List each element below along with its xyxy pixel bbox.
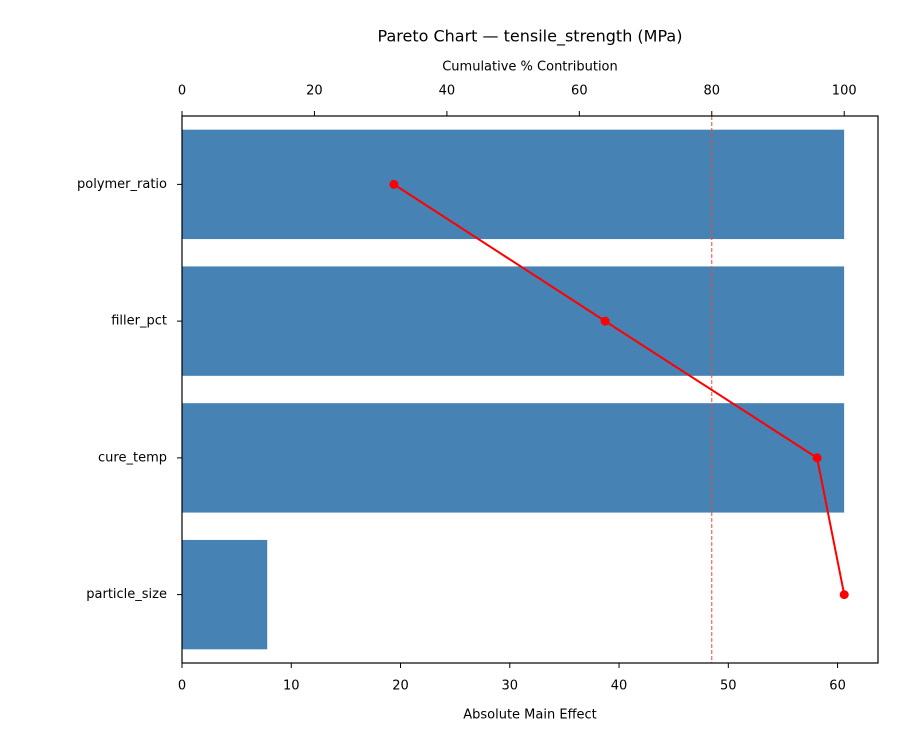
- x2-axis-label: Cumulative % Contribution: [442, 60, 618, 75]
- y-tick-label: cure_temp: [98, 450, 167, 465]
- x-axis-label: Absolute Main Effect: [463, 708, 597, 723]
- x-tick-label: 20: [392, 679, 409, 694]
- x2-tick-label: 80: [704, 84, 721, 99]
- cumulative-line: [393, 183, 846, 595]
- cumulative-point: [600, 316, 610, 326]
- x2-tick-label: 40: [439, 84, 456, 99]
- chart-title: Pareto Chart — tensile_strength (MPa): [378, 27, 683, 47]
- x-tick-label: 30: [502, 679, 519, 694]
- bar: [182, 539, 268, 650]
- x-tick-label: 40: [611, 679, 628, 694]
- x2-tick-label: 20: [306, 84, 323, 99]
- x-tick-label: 10: [283, 679, 300, 694]
- y-tick-label: polymer_ratio: [77, 177, 167, 192]
- cumulative-point: [812, 453, 822, 463]
- bar: [182, 403, 845, 513]
- y-tick-label: filler_pct: [111, 314, 167, 329]
- x2-tick-label: 0: [178, 84, 186, 99]
- bar: [182, 266, 845, 376]
- y-tick-label: particle_size: [86, 587, 167, 602]
- x-tick-label: 0: [178, 679, 186, 694]
- x2-tick-label: 60: [571, 84, 588, 99]
- bar: [182, 129, 845, 240]
- cumulative-point: [839, 590, 849, 600]
- plot-frame: [181, 115, 879, 664]
- x-tick-label: 50: [720, 679, 737, 694]
- cumulative-point: [389, 179, 399, 189]
- x-tick-label: 60: [829, 679, 846, 694]
- x2-tick-label: 100: [832, 84, 857, 99]
